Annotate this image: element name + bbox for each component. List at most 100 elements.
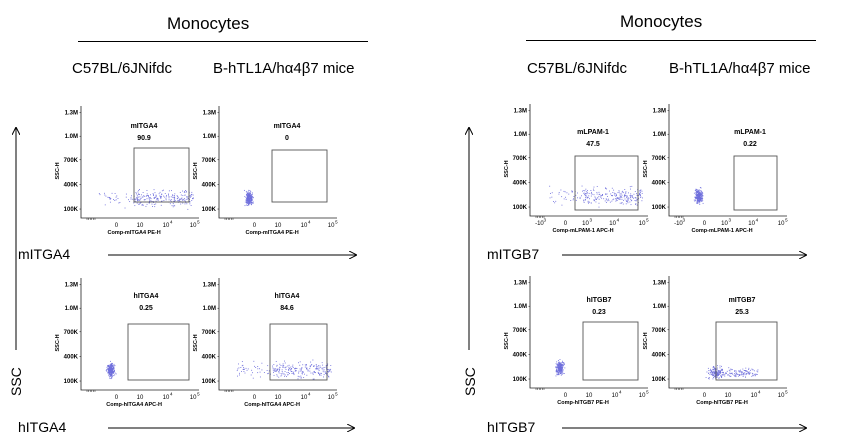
event-dot (247, 194, 249, 196)
event-dot (252, 377, 254, 379)
event-dot (748, 371, 750, 373)
event-dot (712, 366, 714, 368)
event-dot (744, 370, 746, 371)
event-dot (748, 372, 750, 374)
event-dot (294, 368, 296, 369)
event-dot (586, 191, 588, 193)
event-dot (590, 195, 592, 197)
event-dot (244, 201, 246, 203)
event-dot (717, 373, 719, 374)
event-dot (172, 195, 174, 197)
event-dot (267, 372, 269, 374)
event-dot (586, 196, 588, 198)
event-dot (728, 375, 730, 377)
event-dot (695, 197, 697, 199)
event-dot (716, 373, 718, 375)
event-dot (318, 370, 320, 372)
event-dot (702, 195, 704, 197)
event-dot (717, 373, 719, 375)
event-dot (326, 373, 327, 375)
event-dot (150, 198, 152, 200)
event-dot (561, 364, 563, 366)
event-dot (558, 364, 560, 366)
event-dot (179, 191, 181, 193)
event-dot (322, 368, 324, 370)
event-dot (722, 371, 724, 373)
event-dot (246, 195, 248, 197)
event-dot (174, 200, 176, 202)
event-dot (591, 193, 593, 195)
event-dot (111, 368, 113, 370)
event-dot (236, 370, 238, 372)
event-dot (110, 198, 112, 199)
event-dot (276, 370, 278, 372)
event-dot (179, 200, 181, 202)
event-dot (702, 202, 704, 204)
event-dot (186, 196, 188, 198)
event-dot (559, 363, 561, 365)
event-dot (150, 200, 152, 202)
event-dot (593, 199, 595, 201)
event-dot (169, 203, 171, 205)
event-dot (621, 198, 623, 200)
event-dot (707, 367, 709, 369)
y-tick-label: 1.0M (65, 306, 78, 312)
event-dot (146, 198, 148, 200)
event-dot (279, 369, 281, 371)
event-dot (248, 196, 250, 198)
event-dot (696, 200, 698, 202)
event-dot (737, 373, 739, 375)
event-dot (698, 197, 700, 199)
event-dot (134, 205, 136, 207)
event-dot (110, 378, 112, 380)
x-tick-exponent: 5 (785, 390, 788, 395)
x-tick-label: 0 (703, 393, 707, 399)
event-dot (726, 370, 728, 372)
event-dot (697, 196, 699, 198)
event-dot (593, 186, 595, 188)
event-dot (113, 365, 115, 367)
event-dot (561, 370, 563, 372)
event-dot (728, 367, 730, 369)
event-dot (583, 193, 585, 194)
event-dot (139, 189, 140, 190)
x-tick-label: 10 (275, 223, 282, 229)
event-dot (625, 200, 627, 202)
event-dot (143, 199, 145, 201)
x-tick-exponent: 4 (308, 220, 311, 225)
event-dot (562, 364, 564, 366)
event-dot (252, 201, 253, 203)
event-dot (168, 196, 170, 198)
event-dot (725, 372, 727, 374)
event-dot (299, 364, 301, 366)
event-dot (249, 203, 251, 205)
event-dot (557, 365, 559, 367)
event-dot (718, 373, 720, 375)
event-dot (717, 367, 718, 369)
x-tick-label: 10 (275, 395, 282, 401)
event-dot (638, 197, 640, 199)
event-dot (170, 196, 172, 198)
event-dot (289, 369, 291, 371)
event-dots (705, 365, 759, 380)
event-dot (301, 367, 303, 369)
event-dot (183, 191, 185, 193)
event-dot (132, 198, 134, 200)
event-dot (183, 191, 185, 193)
event-dot (323, 376, 325, 378)
event-dot (571, 190, 573, 192)
event-dot (624, 192, 626, 194)
event-dot (698, 198, 700, 200)
event-dot (250, 374, 252, 376)
event-dot (237, 375, 238, 377)
event-dot (626, 195, 628, 197)
event-dot (561, 363, 563, 365)
event-dot (108, 375, 110, 377)
event-dot (709, 370, 711, 372)
event-dot (561, 370, 563, 372)
event-dot (741, 371, 743, 373)
event-dot (161, 200, 163, 202)
event-dot (280, 365, 282, 366)
event-dot (562, 365, 564, 367)
event-dot (293, 374, 295, 376)
